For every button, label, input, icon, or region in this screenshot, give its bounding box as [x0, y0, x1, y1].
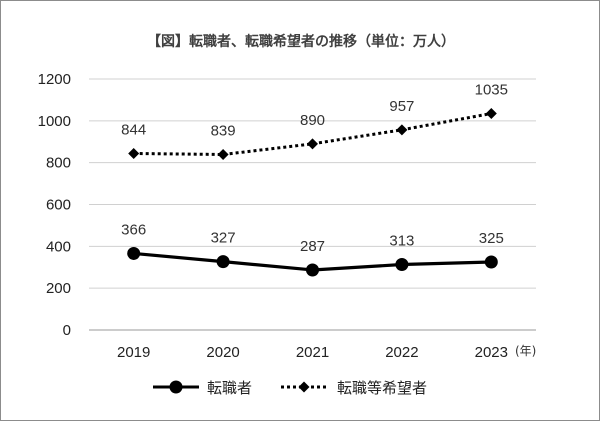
data-label: 313	[389, 233, 414, 250]
data-point-marker	[307, 138, 318, 150]
x-tick-label: 2023	[475, 344, 508, 361]
series-line-2	[133, 112, 492, 157]
y-tick-label: 0	[63, 322, 71, 339]
legend-label: 転職等希望者	[337, 379, 427, 397]
x-tick-label: 2019	[117, 344, 150, 361]
chart-title: 【図】転職者、転職希望者の推移（単位：万人）	[147, 34, 455, 50]
y-tick-label: 200	[46, 280, 71, 297]
y-tick-label: 1000	[38, 113, 71, 130]
data-label: 844	[121, 121, 146, 138]
x-tick-label: 2022	[385, 344, 418, 361]
x-tick-label: 2021	[296, 344, 329, 361]
data-point-marker	[127, 246, 141, 260]
y-tick-label: 600	[46, 197, 71, 214]
data-point-marker	[396, 124, 408, 136]
data-point-marker	[128, 147, 140, 159]
data-label: 366	[121, 221, 146, 238]
data-point-marker	[484, 255, 498, 269]
y-tick-label: 800	[46, 155, 71, 172]
data-label: 325	[479, 230, 504, 247]
data-label: 1035	[475, 82, 508, 99]
legend-marker	[298, 381, 310, 393]
data-label: 839	[211, 123, 236, 140]
y-tick-label: 1200	[38, 71, 71, 88]
x-tick-label: 2020	[206, 344, 239, 361]
data-point-marker	[306, 263, 319, 277]
legend-marker	[169, 380, 183, 394]
x-axis-unit: (年)	[515, 344, 536, 358]
data-label: 890	[300, 112, 325, 129]
data-label: 957	[389, 98, 414, 115]
data-point-marker	[217, 149, 229, 161]
data-label: 327	[211, 230, 236, 247]
data-point-marker	[395, 258, 409, 272]
data-label: 287	[300, 238, 325, 255]
data-point-marker	[485, 108, 497, 120]
legend-label: 転職者	[207, 379, 252, 397]
data-point-marker	[216, 255, 230, 269]
y-tick-label: 400	[46, 238, 71, 255]
